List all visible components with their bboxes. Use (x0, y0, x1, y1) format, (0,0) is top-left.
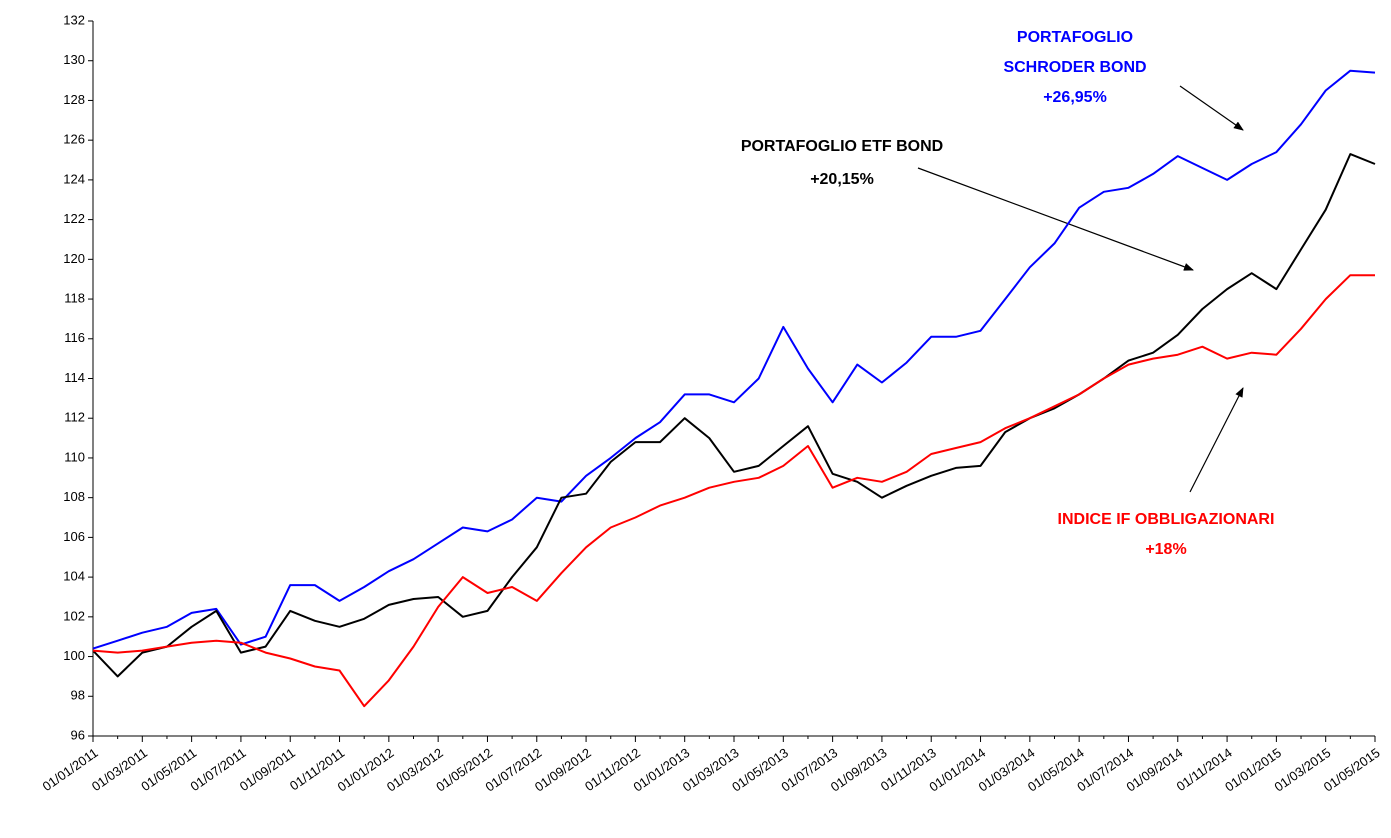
annotation: PORTAFOGLIO (1017, 29, 1133, 46)
x-tick-label: 01/09/2012 (532, 745, 594, 795)
x-tick-label: 01/05/2015 (1321, 745, 1383, 795)
y-tick-label: 120 (63, 251, 85, 266)
y-tick-label: 124 (63, 171, 85, 186)
x-tick-label: 01/09/2013 (828, 745, 890, 795)
arrow (1189, 387, 1244, 493)
annotation: PORTAFOGLIO ETF BOND (741, 138, 943, 155)
annotation: INDICE IF OBBLIGAZIONARI (1058, 511, 1275, 528)
annotation: SCHRODER BOND (1003, 59, 1146, 76)
y-tick-label: 114 (64, 370, 85, 385)
series-line (92, 274, 1375, 708)
y-tick-label: 130 (63, 52, 85, 67)
y-tick-label: 118 (64, 290, 85, 305)
y-tick-label: 100 (63, 648, 85, 663)
arrow (1179, 85, 1244, 131)
y-tick-label: 102 (63, 608, 85, 623)
x-tick-label: 01/09/2011 (237, 745, 298, 794)
y-tick-label: 116 (64, 330, 85, 345)
annotation: +26,95% (1043, 89, 1107, 106)
y-tick-label: 108 (63, 489, 85, 504)
y-tick-label: 110 (64, 449, 85, 464)
annotation: +20,15% (810, 171, 874, 188)
arrow (917, 167, 1194, 271)
series-line (92, 153, 1376, 678)
y-tick-label: 132 (63, 12, 85, 27)
y-tick-label: 96 (71, 727, 85, 742)
y-tick-label: 104 (63, 569, 85, 584)
y-tick-label: 112 (64, 410, 85, 425)
annotation: +18% (1145, 541, 1186, 558)
x-tick-label: 01/09/2014 (1124, 745, 1186, 795)
y-tick-label: 106 (63, 529, 85, 544)
series-line (92, 69, 1376, 650)
y-tick-label: 122 (63, 211, 85, 226)
y-tick-label: 128 (63, 92, 85, 107)
y-tick-label: 98 (71, 688, 85, 703)
y-tick-label: 126 (63, 132, 85, 147)
